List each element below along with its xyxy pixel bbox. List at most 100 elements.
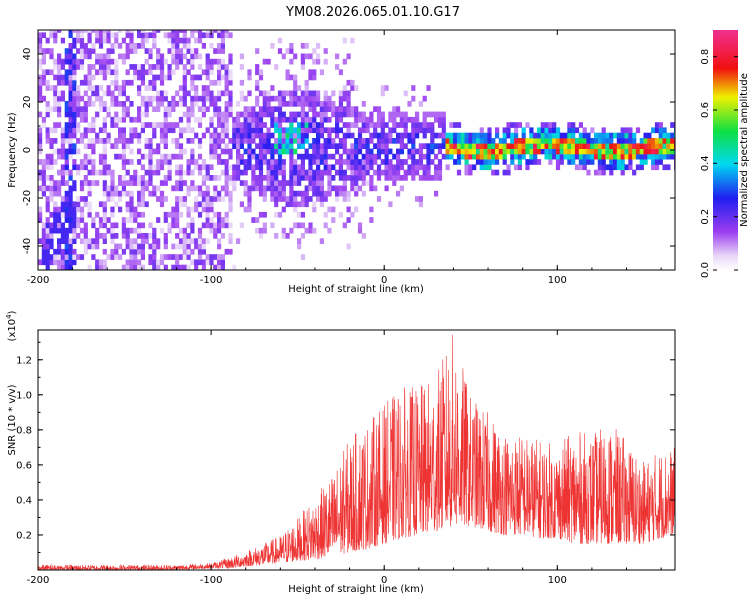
spectrogram-cell — [175, 43, 180, 49]
spectrogram-cell — [525, 143, 530, 149]
spectrogram-cell — [517, 138, 522, 144]
spectrogram-cell — [64, 196, 69, 202]
spectrogram-cell — [274, 164, 279, 171]
spectrogram-cell — [76, 85, 81, 91]
spectrogram-cell — [392, 106, 397, 112]
spectrogram-cell — [197, 248, 203, 255]
spectrogram-cell — [41, 69, 46, 76]
spectrogram-cell — [453, 122, 458, 128]
spectrogram-cell — [251, 164, 256, 171]
spectrogram-cell — [361, 233, 366, 239]
spectrogram-cell — [209, 79, 214, 86]
spectrogram-cell — [217, 153, 222, 160]
spectrogram-cell — [380, 132, 385, 139]
snr-ylabel: SNR (10 * v/v) — [7, 384, 18, 455]
spectrogram-cell — [411, 122, 416, 128]
spectrogram-cell — [262, 175, 267, 181]
spectrogram-cell — [79, 138, 85, 144]
spectrogram-cell — [456, 169, 462, 176]
spectrogram-cell — [365, 148, 370, 155]
spectrogram-cell — [338, 211, 343, 218]
spectrogram-cell — [79, 53, 85, 60]
spectrogram-cell — [217, 32, 222, 39]
spectrogram-cell — [517, 159, 522, 165]
spectrogram-cell — [68, 64, 73, 70]
spectrogram-cell — [57, 222, 62, 229]
spectrogram-cell — [118, 196, 123, 202]
spectrogram-cell — [346, 159, 351, 165]
spectrogram-cell — [53, 90, 58, 97]
spectrogram-cell — [536, 159, 542, 165]
spectrogram-cell — [289, 58, 294, 65]
spectrogram-cell — [175, 58, 180, 65]
spectrogram-cell — [472, 138, 477, 144]
spectrogram-cell — [335, 127, 340, 134]
spectrogram-cell — [258, 175, 264, 181]
spectrogram-cell — [350, 106, 355, 112]
spectrogram-cell — [121, 106, 126, 112]
spectrogram-cell — [148, 48, 153, 54]
spectrogram-xtick-label: -200 — [27, 275, 50, 286]
spectrogram-cell — [91, 90, 96, 97]
spectrogram-cell — [201, 164, 206, 171]
spectrogram-cell — [255, 85, 260, 91]
spectrogram-cell — [654, 148, 660, 155]
spectrogram-cell — [121, 37, 126, 44]
spectrogram-cell — [197, 169, 203, 176]
spectrogram-cell — [68, 48, 73, 54]
spectrogram-cell — [137, 259, 142, 266]
spectrogram-cell — [60, 164, 65, 171]
spectrogram-cell — [129, 201, 134, 208]
spectrogram-cell — [79, 132, 85, 139]
spectrogram-cell — [129, 243, 134, 250]
spectrogram-cell — [331, 111, 336, 118]
spectrogram-cell — [335, 143, 340, 149]
spectrogram-cell — [422, 111, 427, 118]
spectrogram-cell — [60, 132, 65, 139]
spectrogram-cell — [582, 138, 587, 144]
spectrogram-cell — [190, 185, 195, 192]
spectrogram-cell — [525, 148, 530, 155]
spectrogram-cell — [163, 217, 168, 223]
spectrogram-cell — [205, 58, 210, 65]
spectrogram-cell — [137, 248, 142, 255]
spectrogram-cell — [178, 58, 184, 65]
spectrogram-cell — [186, 222, 191, 229]
spectrogram-cell — [186, 206, 191, 213]
spectrogram-cell — [632, 153, 637, 160]
spectrogram-cell — [255, 101, 260, 107]
spectrogram-cell — [205, 169, 210, 176]
spectrogram-cell — [270, 111, 275, 118]
spectrogram-cell — [369, 138, 374, 144]
spectrogram-cell — [277, 153, 283, 160]
spectrogram-cell — [137, 30, 142, 33]
spectrogram-cell — [594, 138, 599, 144]
spectrogram-cell — [376, 138, 382, 144]
spectrogram-cell — [582, 127, 587, 134]
spectrogram-cell — [373, 106, 378, 112]
spectrogram-cell — [571, 132, 576, 139]
spectrogram-cell — [316, 190, 321, 197]
spectrogram-cell — [609, 164, 614, 171]
spectrogram-cell — [651, 143, 656, 149]
spectrogram-cell — [540, 143, 545, 149]
spectrogram-cell — [399, 122, 404, 128]
spectrogram-cell — [498, 138, 503, 144]
spectrogram-cell — [140, 79, 145, 86]
spectrogram-cell — [491, 143, 496, 149]
spectrogram-cell — [224, 106, 229, 112]
spectrogram-cell — [87, 69, 92, 76]
colorbar-tick-label: 0.4 — [700, 155, 711, 171]
spectrogram-cell — [335, 111, 340, 118]
spectrogram-cell — [118, 85, 123, 91]
spectrogram-cell — [45, 153, 50, 160]
spectrogram-cell — [72, 95, 77, 102]
spectrogram-cell — [167, 48, 172, 54]
spectrogram-cell — [266, 95, 271, 102]
spectrogram-cell — [346, 101, 351, 107]
spectrogram-cell — [163, 74, 168, 81]
spectrogram-cell — [255, 227, 260, 234]
spectrogram-cell — [243, 122, 248, 128]
spectrogram-cell — [300, 138, 305, 144]
